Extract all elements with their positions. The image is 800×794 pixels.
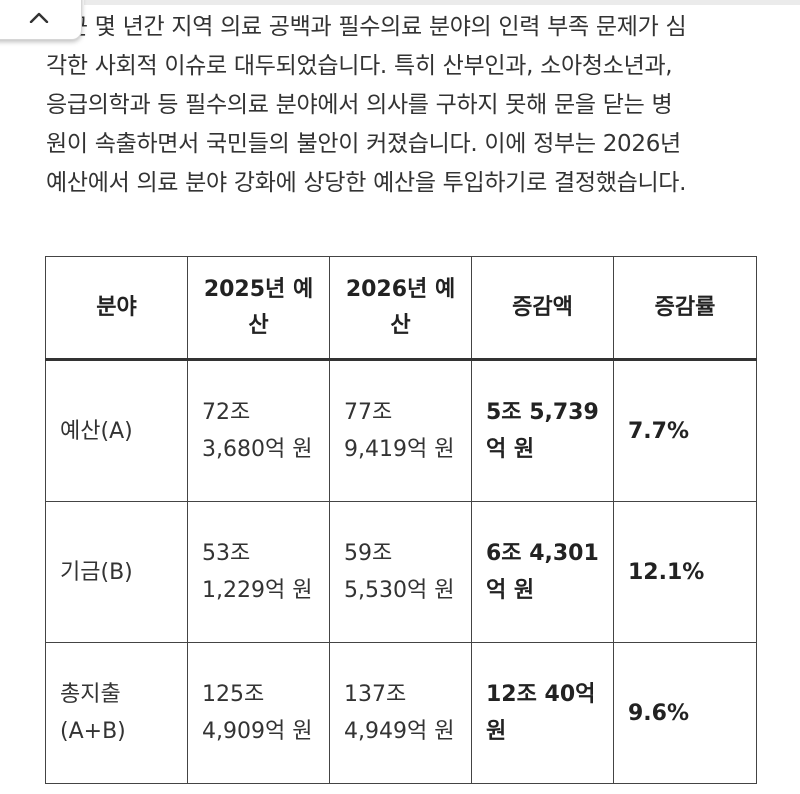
cell-field: 총지출 (A+B) (45, 642, 188, 784)
cell-field: 예산(A) (45, 359, 188, 502)
intro-line: 예산에서 의료 분야 강화에 상당한 예산을 투입하기로 결정했습니다. (46, 170, 687, 196)
cell-budget-2026: 59조 5,530억 원 (329, 501, 472, 643)
top-divider (84, 0, 800, 5)
cell-budget-2025: 125조 4,909억 원 (187, 642, 330, 784)
table-row: 예산(A) 72조 3,680억 원 77조 9,419억 원 5조 5,739… (45, 359, 757, 502)
cell-change-amount: 6조 4,301억 원 (471, 501, 614, 643)
header-change-rate: 증감률 (613, 256, 757, 361)
cell-change-rate: 7.7% (613, 359, 757, 502)
cell-budget-2026: 77조 9,419억 원 (329, 359, 472, 502)
cell-field: 기금(B) (45, 501, 188, 643)
cell-change-rate: 9.6% (613, 642, 757, 784)
header-budget-2026: 2026년 예산 (329, 256, 472, 361)
table-row: 기금(B) 53조 1,229억 원 59조 5,530억 원 6조 4,301… (45, 501, 757, 643)
table-row: 총지출 (A+B) 125조 4,909억 원 137조 4,949억 원 12… (45, 642, 757, 784)
intro-line: 응급의학과 등 필수의료 분야에서 의사를 구하지 못해 문을 닫는 병 (46, 92, 673, 118)
intro-line: 최근 몇 년간 지역 의료 공백과 필수의료 분야의 인력 부족 문제가 심 (46, 14, 687, 40)
chevron-up-icon (29, 12, 49, 23)
table-header-row: 분야 2025년 예산 2026년 예산 증감액 증감률 (45, 256, 757, 361)
cell-change-amount: 12조 40억 원 (471, 642, 614, 784)
intro-line: 각한 사회적 이슈로 대두되었습니다. 특히 산부인과, 소아청소년과, (46, 53, 673, 79)
intro-line: 원이 속출하면서 국민들의 불안이 커졌습니다. 이에 정부는 2026년 (46, 131, 681, 157)
intro-paragraph: 최근 몇 년간 지역 의료 공백과 필수의료 분야의 인력 부족 문제가 심 각… (46, 8, 766, 203)
header-budget-2025: 2025년 예산 (187, 256, 330, 361)
cell-budget-2025: 72조 3,680억 원 (187, 359, 330, 502)
header-field: 분야 (45, 256, 188, 361)
cell-change-amount: 5조 5,739억 원 (471, 359, 614, 502)
header-change-amount: 증감액 (471, 256, 614, 361)
cell-change-rate: 12.1% (613, 501, 757, 643)
cell-budget-2026: 137조 4,949억 원 (329, 642, 472, 784)
cell-budget-2025: 53조 1,229억 원 (187, 501, 330, 643)
collapse-button[interactable] (0, 0, 82, 40)
budget-table: 분야 2025년 예산 2026년 예산 증감액 증감률 예산(A) 72조 3… (45, 256, 757, 784)
